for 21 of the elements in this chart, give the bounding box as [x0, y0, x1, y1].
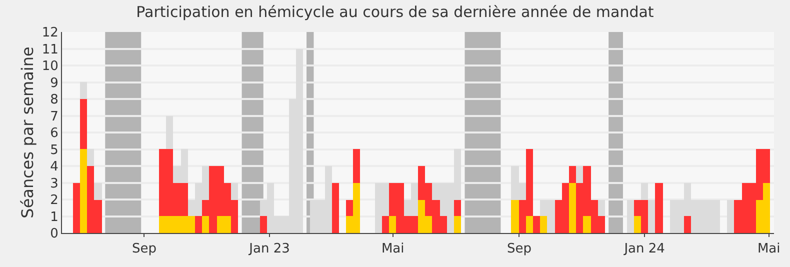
- y-tick-label: 4: [50, 160, 58, 175]
- x-tick-label: Mai: [757, 242, 780, 257]
- y-tick-label: 10: [42, 59, 58, 74]
- y-tick-label: 3: [50, 176, 58, 192]
- x-tick-label: Jan 23: [248, 242, 290, 257]
- y-tick-label: 7: [50, 109, 58, 124]
- y-tick-label: 12: [42, 26, 58, 41]
- y-tick-label: 8: [50, 92, 58, 108]
- y-tick-label: 5: [50, 142, 58, 158]
- y-tick-label: 2: [50, 193, 58, 208]
- x-tick-label: Sep: [506, 242, 532, 257]
- chart-title: Participation en hémicycle au cours de sa dernière année de mandat: [136, 3, 654, 22]
- y-tick-label: 6: [50, 126, 58, 142]
- x-tick-label: Mai: [381, 242, 404, 257]
- y-axis-title: Séances par semaine: [18, 46, 37, 218]
- y-tick-label: 0: [50, 226, 58, 242]
- x-tick-label: Sep: [132, 242, 156, 257]
- x-tick-label: Jan 24: [623, 242, 665, 257]
- y-tick-label: 9: [50, 76, 58, 91]
- y-tick-label: 11: [42, 42, 58, 58]
- y-tick-label: 1: [50, 210, 58, 225]
